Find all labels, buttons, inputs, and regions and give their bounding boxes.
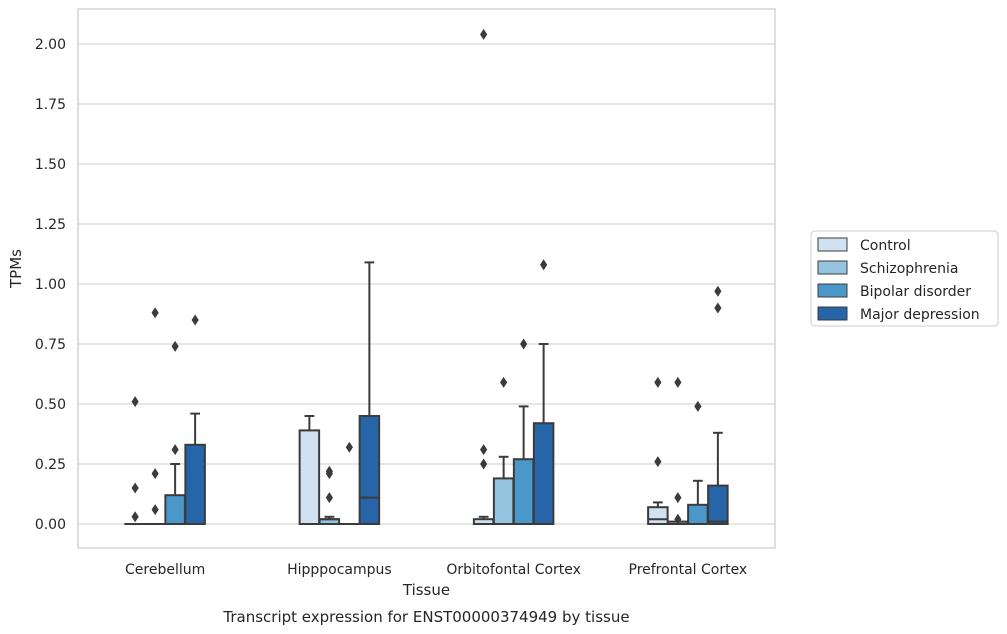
- box: [184, 443, 206, 525]
- box-group: [512, 338, 535, 526]
- box-group: [298, 415, 321, 525]
- box: [358, 415, 381, 525]
- outlier-point: [151, 504, 159, 516]
- grid-lines: [78, 43, 775, 525]
- box-group: [647, 376, 669, 526]
- outlier-point: [345, 441, 353, 453]
- box: [512, 458, 535, 526]
- box-group: [472, 28, 495, 526]
- y-tick-label: 0.25: [35, 457, 66, 473]
- box-group: [532, 259, 555, 526]
- outlier-point: [131, 482, 139, 494]
- x-tick-label: Hipppocampus: [287, 562, 392, 578]
- outlier-point: [131, 396, 139, 408]
- box: [298, 429, 321, 525]
- plot-frame: [77, 8, 776, 549]
- x-tick-label: Orbitofontal Cortex: [446, 562, 581, 578]
- legend-swatch: [817, 260, 848, 275]
- box: [492, 477, 515, 525]
- outlier-point: [654, 376, 662, 388]
- box-group: [164, 340, 186, 526]
- x-tick-labels: Cerebellum Hipppocampus Orbitofontal Corte…: [125, 562, 747, 578]
- outlier-point: [714, 285, 722, 297]
- outlier-point: [191, 314, 199, 326]
- box: [164, 494, 186, 526]
- outlier-point: [674, 492, 682, 504]
- legend-label: Bipolar disorder: [860, 284, 971, 300]
- outlier-point: [694, 400, 702, 412]
- box-plots: [124, 28, 729, 526]
- outlier-point: [151, 307, 159, 319]
- box-group: [124, 396, 146, 526]
- outlier-point: [325, 492, 333, 504]
- outlier-point: [540, 259, 548, 271]
- box-group: [338, 441, 361, 526]
- outlier-point: [714, 302, 722, 314]
- x-tick-label: Cerebellum: [125, 562, 205, 578]
- outlier-point: [480, 28, 488, 40]
- box-group: [667, 376, 689, 525]
- y-tick-label: 0.50: [35, 397, 66, 413]
- legend-label: Schizophrenia: [860, 261, 958, 277]
- legend-frame: [810, 230, 999, 327]
- box-group: [318, 465, 341, 526]
- outlier-point: [500, 376, 508, 388]
- legend: Control Schizophrenia Bipolar disorder Majo…: [810, 230, 999, 327]
- outlier-point: [131, 511, 139, 523]
- box: [687, 503, 709, 525]
- box-group: [184, 314, 206, 525]
- y-tick-label: 0.00: [35, 517, 66, 533]
- outlier-point: [171, 444, 179, 456]
- outlier-point: [654, 456, 662, 468]
- y-tick-label: 1.75: [35, 97, 66, 113]
- box-group: [492, 376, 515, 525]
- legend-swatch: [817, 283, 848, 298]
- legend-swatch: [817, 237, 848, 252]
- y-axis-label: TPMs: [7, 249, 25, 289]
- chart-caption: Transcript expression for ENST0000037494…: [222, 608, 629, 626]
- box: [707, 484, 729, 526]
- y-tick-label: 1.25: [35, 217, 66, 233]
- y-tick-label: 1.00: [35, 277, 66, 293]
- outlier-point: [325, 465, 333, 477]
- outlier-point: [480, 458, 488, 470]
- outlier-point: [171, 340, 179, 352]
- outlier-point: [674, 513, 682, 525]
- legend-label: Major depression: [860, 307, 980, 323]
- legend-swatch: [817, 306, 848, 321]
- x-axis-label: Tissue: [402, 581, 450, 599]
- y-tick-label: 0.75: [35, 337, 66, 353]
- outlier-point: [520, 338, 528, 350]
- box-group: [687, 400, 709, 525]
- outlier-point: [480, 444, 488, 456]
- box-group: [707, 285, 729, 526]
- outlier-point: [674, 376, 682, 388]
- legend-label: Control: [860, 238, 911, 254]
- outlier-point: [151, 468, 159, 480]
- box-group: [358, 261, 381, 525]
- box: [532, 422, 555, 526]
- x-tick-label: Prefrontal Cortex: [629, 562, 748, 578]
- box: [647, 506, 669, 526]
- y-tick-label: 2.00: [35, 37, 66, 53]
- y-tick-label: 1.50: [35, 157, 66, 173]
- box-group: [144, 307, 166, 526]
- y-tick-labels: 0.00 0.25 0.50 0.75 1.00 1.25 1.50 1.75 2.00: [35, 37, 66, 533]
